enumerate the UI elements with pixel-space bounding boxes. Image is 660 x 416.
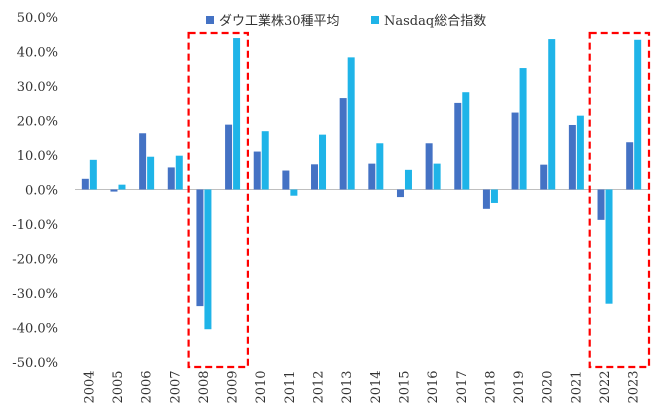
bar-nasdaq-2012 — [319, 134, 327, 190]
x-tick-label: 2019 — [512, 370, 527, 403]
x-tick-label: 2014 — [369, 370, 384, 403]
legend: ダウ工業株30種平均 Nasdaq総合指数 — [206, 13, 486, 29]
y-tick-label: -30.0% — [12, 287, 58, 302]
bar-dow-2013 — [339, 98, 347, 190]
bar-dow-2004 — [81, 178, 89, 190]
x-tick-label: 2004 — [82, 370, 97, 403]
bar-dow-2011 — [282, 170, 290, 190]
x-tick-label: 2016 — [426, 370, 441, 403]
bar-dow-2023 — [626, 142, 634, 190]
x-tick-label: 2008 — [197, 370, 212, 403]
highlight-boxes — [187, 31, 651, 369]
legend-label-nasdaq: Nasdaq総合指数 — [384, 14, 486, 29]
highlight-box-1 — [187, 31, 250, 369]
bar-dow-2012 — [311, 164, 319, 190]
y-tick-label: -10.0% — [12, 218, 58, 233]
bar-nasdaq-2017 — [462, 92, 470, 190]
x-tick-label: 2005 — [111, 370, 126, 403]
x-tick-label: 2023 — [627, 370, 642, 403]
x-tick-label: 2022 — [598, 370, 613, 403]
bar-dow-2021 — [568, 124, 576, 190]
bar-dow-2019 — [511, 112, 519, 190]
bar-dow-2006 — [139, 133, 147, 190]
y-tick-label: -40.0% — [12, 322, 58, 337]
legend-swatch-dow — [206, 16, 214, 24]
bar-nasdaq-2009 — [233, 38, 241, 190]
x-tick-label: 2021 — [569, 370, 584, 403]
y-axis-tick-labels: 50.0% 40.0% 30.0% 20.0% 10.0% 0.0% -10.0% -20.0… — [12, 11, 58, 371]
x-tick-label: 2009 — [226, 370, 241, 403]
bar-dow-2005 — [110, 189, 118, 192]
y-tick-label: -20.0% — [12, 253, 58, 268]
bar-nasdaq-2018 — [490, 189, 498, 203]
bar-dow-2009 — [225, 124, 233, 190]
bar-dow-2022 — [597, 189, 605, 220]
bar-dow-2015 — [396, 189, 404, 198]
bar-nasdaq-2007 — [175, 155, 183, 190]
x-tick-label: 2007 — [168, 370, 183, 403]
bar-dow-2020 — [540, 164, 548, 190]
legend-label-dow: ダウ工業株30種平均 — [219, 13, 340, 29]
x-tick-label: 2006 — [140, 370, 155, 403]
x-tick-label: 2020 — [541, 370, 556, 403]
y-tick-label: 50.0% — [17, 11, 58, 26]
bar-nasdaq-2023 — [634, 39, 642, 190]
bar-nasdaq-2008 — [204, 189, 212, 330]
x-tick-label: 2017 — [455, 370, 470, 403]
bar-nasdaq-2010 — [261, 131, 269, 190]
bar-nasdaq-2013 — [347, 57, 355, 190]
y-tick-label: -50.0% — [12, 356, 58, 371]
y-tick-label: 20.0% — [17, 115, 58, 130]
x-tick-label: 2010 — [254, 370, 269, 403]
x-tick-label: 2018 — [483, 370, 498, 403]
x-tick-label: 2011 — [283, 370, 298, 403]
bar-dow-2007 — [167, 167, 175, 190]
bar-dow-2008 — [196, 189, 204, 307]
bar-nasdaq-2014 — [376, 143, 384, 190]
bar-dow-2014 — [368, 163, 376, 190]
bar-nasdaq-2016 — [433, 163, 441, 190]
bar-dow-2018 — [482, 189, 490, 209]
y-tick-label: 40.0% — [17, 46, 58, 61]
x-axis-tick-labels: 2004 2005 2006 2007 2008 2009 2010 2011 2012 2013… — [82, 370, 641, 403]
y-tick-label: 10.0% — [17, 149, 58, 164]
bar-dow-2017 — [454, 102, 462, 190]
bar-nasdaq-2021 — [576, 115, 584, 190]
x-tick-label: 2015 — [397, 370, 412, 403]
bar-nasdaq-2006 — [147, 156, 155, 190]
x-tick-label: 2013 — [340, 370, 355, 403]
legend-swatch-nasdaq — [371, 16, 379, 24]
y-tick-label: 0.0% — [25, 184, 58, 199]
highlight-box-2 — [588, 31, 651, 369]
bar-nasdaq-2011 — [290, 189, 298, 196]
bar-nasdaq-2020 — [548, 39, 556, 190]
bar-series-group — [81, 38, 642, 330]
bar-dow-2010 — [253, 151, 261, 190]
x-tick-label: 2012 — [312, 370, 327, 403]
y-tick-label: 30.0% — [17, 80, 58, 95]
bar-nasdaq-2005 — [118, 184, 126, 190]
bar-nasdaq-2004 — [89, 159, 97, 190]
bar-nasdaq-2022 — [605, 189, 613, 304]
bar-nasdaq-2015 — [404, 169, 412, 190]
bar-dow-2016 — [425, 143, 433, 190]
bar-nasdaq-2019 — [519, 68, 527, 190]
